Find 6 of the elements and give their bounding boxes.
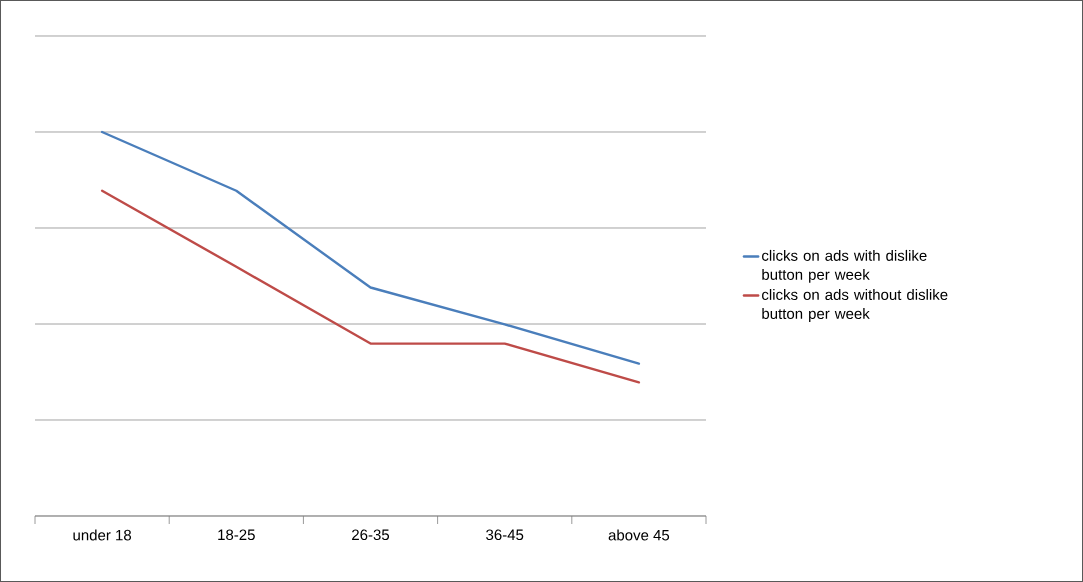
x-tick-label: 18-25 (218, 529, 255, 541)
x-tick-label: 26-35 (352, 529, 390, 541)
x-tick-label: above 45 (608, 529, 670, 541)
x-tick-label: 36-45 (486, 529, 524, 541)
x-tick-label: under 18 (73, 529, 132, 541)
legend-label: clicks on ads without dislike button per week (762, 289, 948, 322)
